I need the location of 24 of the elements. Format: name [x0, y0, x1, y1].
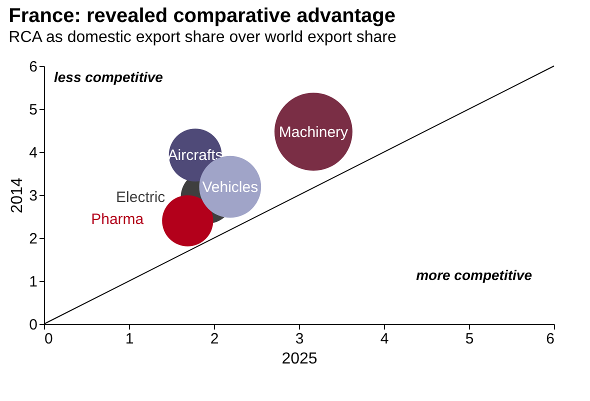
series-label: Pharma: [91, 210, 144, 228]
x-tick-label: 1: [125, 330, 134, 348]
y-axis-title: 2014: [9, 178, 26, 214]
y-tick-label: 3: [29, 188, 38, 204]
series-label: Electric: [116, 189, 166, 206]
x-axis-title: 2025: [282, 350, 318, 368]
x-tick-label: 0: [44, 330, 53, 348]
x-tick-label: 3: [295, 330, 304, 348]
y-tick-label: 4: [29, 144, 38, 162]
y-tick-label: 0: [29, 316, 38, 334]
chart-subtitle: RCA as domestic export share over world export share: [8, 29, 396, 46]
x-tick-label: 4: [380, 330, 389, 348]
y-tick-label: 6: [29, 58, 38, 76]
annotation: less competitive: [54, 69, 164, 85]
x-tick-label: 6: [546, 330, 554, 348]
y-tick-label: 2: [29, 230, 38, 248]
series-label: Vehicles: [202, 178, 258, 196]
x-tick-label: 5: [465, 330, 474, 348]
annotation: more competitive: [416, 267, 532, 283]
y-tick-label: 5: [29, 102, 38, 118]
x-tick-label: 2: [210, 330, 219, 348]
y-tick-label: 1: [29, 274, 38, 290]
series-label: Machinery: [278, 124, 349, 141]
chart-title: France: revealed comparative advantage: [8, 5, 396, 27]
